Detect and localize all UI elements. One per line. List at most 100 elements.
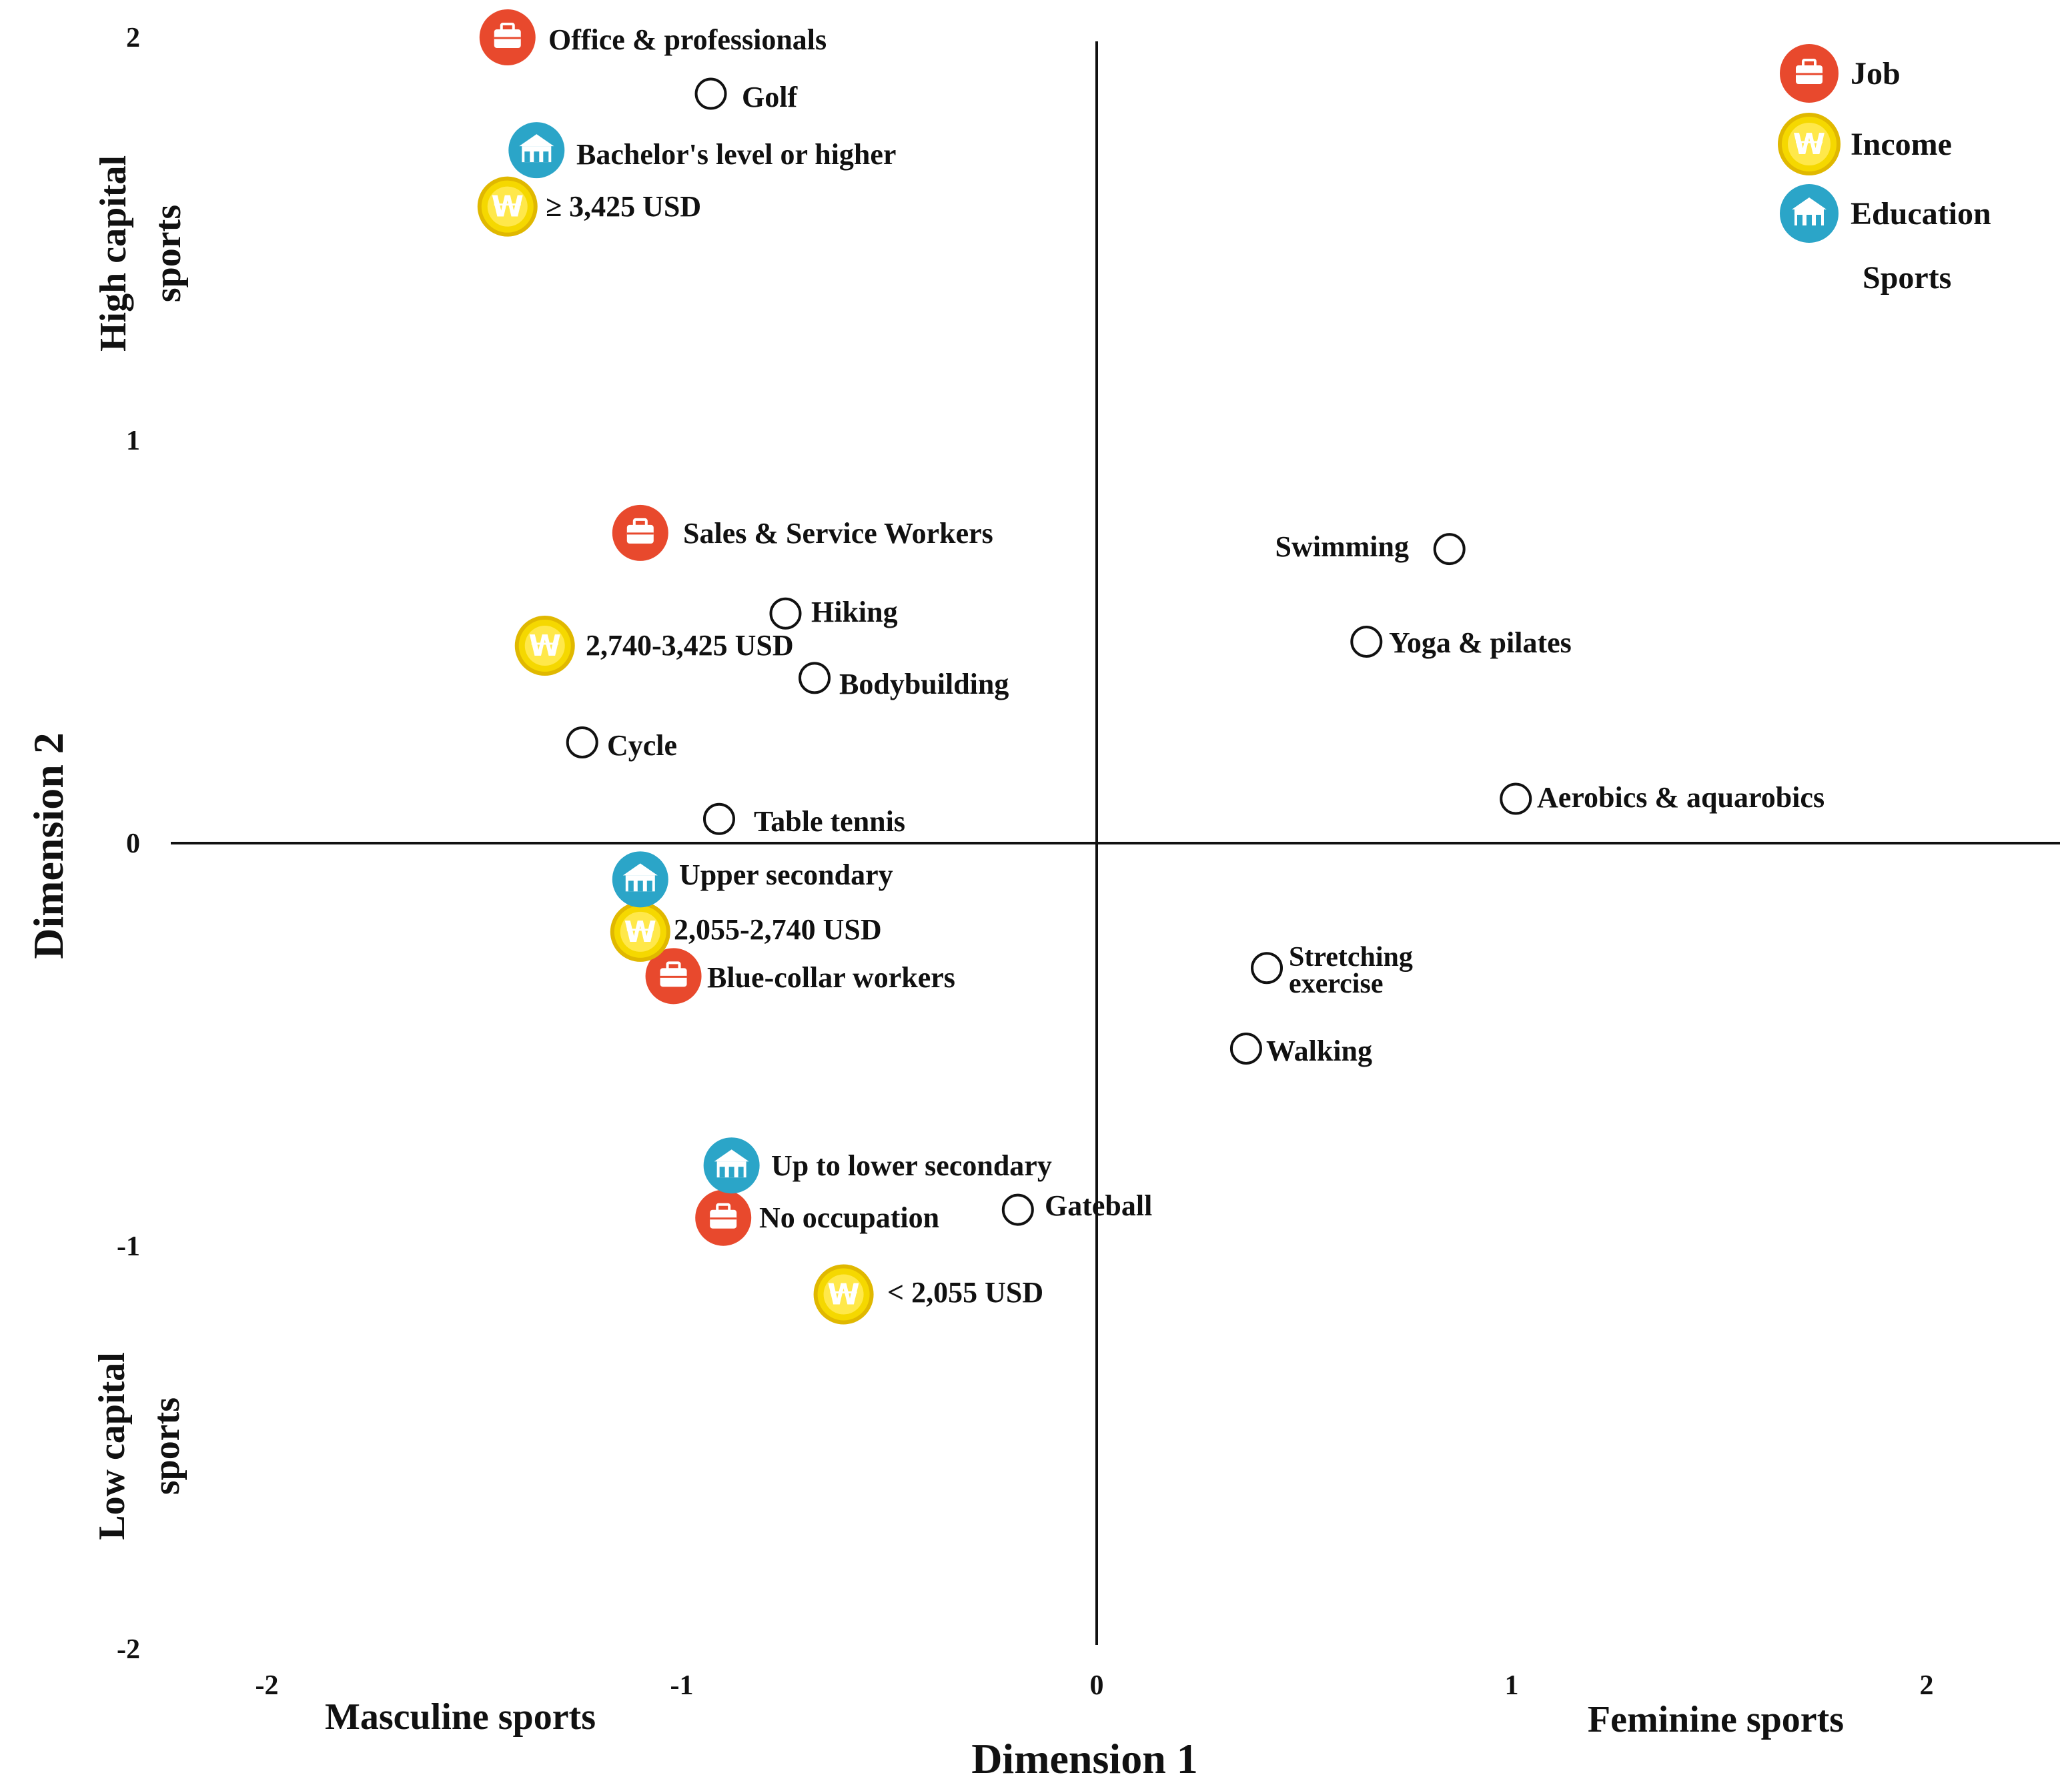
sport-point-marker (566, 726, 598, 758)
sport-point-marker (1433, 533, 1466, 566)
point-label: Office & professionals (548, 23, 827, 56)
svg-text:W: W (827, 1277, 860, 1311)
y-tick-label: -2 (117, 1634, 140, 1665)
y-pole-label-high-capital: High capital sports (93, 155, 189, 352)
legend: Job W Income Education Sports (1778, 44, 1991, 295)
data-point: Blue-collar workers (645, 948, 955, 1005)
data-point: No occupation (695, 1189, 939, 1246)
point-label: ≥ 3,425 USD (546, 190, 701, 223)
svg-text:W: W (1793, 127, 1826, 161)
sport-point-marker (1001, 1193, 1034, 1226)
y-tick-label: 2 (126, 23, 140, 53)
point-label: 2,055-2,740 USD (674, 913, 882, 946)
y-pole-label-low-line1: Low capital (91, 1352, 133, 1540)
svg-text:W: W (528, 629, 561, 663)
x-tick-label: 1 (1505, 1670, 1519, 1701)
data-point: W 2,740-3,425 USD (514, 616, 794, 676)
legend-entry: Education (1780, 184, 1991, 243)
x-tick-label: -1 (670, 1670, 694, 1701)
y-pole-label-low-line2: sports (146, 1397, 187, 1495)
sport-point-marker (1229, 1033, 1262, 1065)
sport-point-marker (702, 802, 735, 835)
sport-point-marker (769, 597, 802, 630)
legend-label: Sports (1863, 260, 1951, 295)
legend-label: Job (1851, 56, 1901, 91)
point-label: Bachelor's level or higher (576, 138, 896, 171)
legend-label: Income (1851, 127, 1952, 162)
point-label: Sales & Service Workers (683, 517, 993, 550)
sport-point-marker (799, 662, 831, 694)
point-label: Golf (742, 81, 798, 113)
point-label: Gateball (1045, 1189, 1152, 1222)
series-income: W ≥ 3,425 USD W 2,740-3,425 USD W 2,055-2,740… (477, 176, 1043, 1325)
x-axis-title: Dimension 1 (971, 1735, 1198, 1782)
point-label: Hiking (811, 596, 898, 628)
x-tick-label: 2 (1920, 1670, 1934, 1701)
data-point: Aerobics & aquarobics (1500, 781, 1825, 815)
briefcase-icon (1780, 44, 1839, 103)
data-point: Yoga & pilates (1350, 626, 1572, 659)
y-tick-label: 0 (126, 828, 140, 859)
data-points: Office & professionals Sales & Service Wo… (477, 9, 1825, 1325)
y-pole-label-high-line1: High capital (93, 155, 134, 352)
point-label: exercise (1289, 969, 1383, 999)
legend-entry: W Income (1778, 113, 1952, 175)
x-tick-label: 0 (1090, 1670, 1104, 1701)
point-label: Cycle (607, 729, 677, 762)
point-label: Table tennis (754, 805, 905, 838)
data-point: Bachelor's level or higher (508, 122, 896, 179)
data-point: Walking (1229, 1033, 1372, 1067)
data-point: Sales & Service Workers (612, 504, 993, 561)
legend-label: Education (1851, 196, 1991, 231)
data-point: W ≥ 3,425 USD (477, 176, 701, 237)
series-sports: Golf Hiking Bodybuilding Cycle Table tennis S… (566, 77, 1825, 1226)
point-label: 2,740-3,425 USD (586, 629, 794, 662)
data-point: Cycle (566, 726, 677, 762)
y-tick-labels: 2 1 0 -1 -2 (117, 23, 140, 1665)
data-point: W < 2,055 USD (813, 1264, 1043, 1325)
point-label: Aerobics & aquarobics (1537, 781, 1825, 814)
won-coin-icon: W (1778, 113, 1841, 175)
point-label: < 2,055 USD (887, 1276, 1043, 1309)
legend-entry: Job (1780, 44, 1901, 103)
data-point: Up to lower secondary (703, 1137, 1052, 1194)
point-label: Upper secondary (679, 858, 893, 891)
data-point: W 2,055-2,740 USD (610, 901, 882, 962)
data-point: Swimming (1275, 530, 1466, 566)
point-label: Blue-collar workers (707, 961, 955, 994)
sport-point-marker (694, 77, 727, 110)
data-point: Bodybuilding (799, 662, 1009, 700)
axes (171, 41, 2060, 1645)
point-label: Yoga & pilates (1389, 626, 1572, 659)
point-label: Up to lower secondary (771, 1149, 1052, 1182)
y-tick-label: 1 (126, 426, 140, 456)
data-point: Golf (694, 77, 798, 113)
point-label: Bodybuilding (839, 668, 1009, 700)
sport-point-marker (1251, 952, 1283, 985)
data-point: Gateball (1001, 1189, 1152, 1226)
data-point: Hiking (769, 596, 898, 630)
svg-text:W: W (624, 915, 657, 949)
y-axis-title: Dimension 2 (25, 732, 72, 959)
data-point: Office & professionals (479, 9, 827, 65)
point-label: Stretching (1289, 942, 1413, 973)
x-tick-label: -2 (255, 1670, 279, 1701)
y-pole-label-low-capital: Low capital sports (91, 1352, 187, 1540)
data-point: Upper secondary (612, 851, 893, 908)
point-label: Swimming (1275, 530, 1409, 563)
series-job: Office & professionals Sales & Service Wo… (479, 9, 993, 1246)
sport-point-marker (1500, 782, 1532, 815)
x-pole-label-masculine: Masculine sports (325, 1696, 596, 1738)
legend-entry: Sports (1863, 260, 1951, 295)
svg-text:W: W (491, 190, 524, 224)
series-education: Bachelor's level or higher Upper secondar… (508, 122, 1052, 1194)
x-tick-labels: -2 -1 0 1 2 (255, 1670, 1934, 1701)
school-building-icon (1780, 184, 1839, 243)
sport-point-marker (1350, 626, 1383, 658)
point-label: No occupation (759, 1201, 939, 1234)
y-tick-label: -1 (117, 1231, 140, 1262)
x-pole-label-feminine: Feminine sports (1588, 1699, 1844, 1740)
y-pole-label-high-line2: sports (147, 205, 189, 302)
point-label: Walking (1266, 1035, 1372, 1067)
